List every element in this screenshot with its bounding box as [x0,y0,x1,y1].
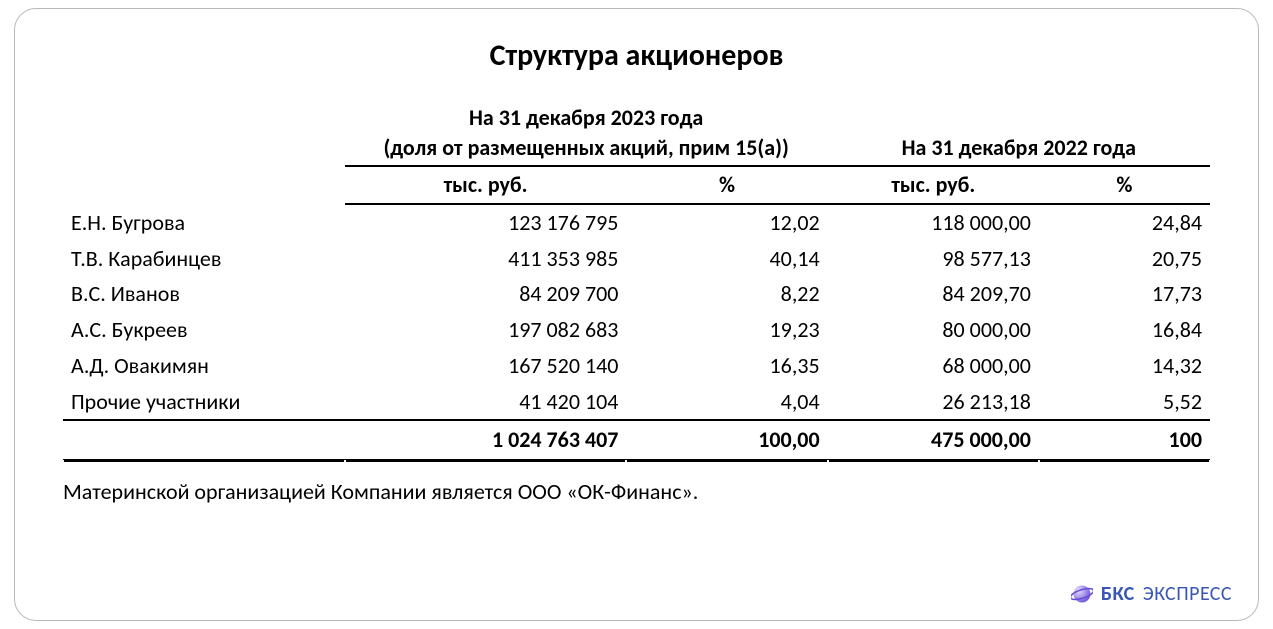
cell-rub-2023: 411 353 985 [345,241,627,277]
brand-badge: БКС ЭКСПРЕСС [1071,582,1232,606]
planet-icon [1071,583,1093,605]
cell-rub-2023: 197 082 683 [345,312,627,348]
cell-pct-2022: 24,84 [1039,204,1210,241]
cell-name: Е.Н. Бугрова [63,204,345,241]
cell-rub-2022: 80 000,00 [828,312,1039,348]
header-group-2022: На 31 декабря 2022 года [828,100,1210,166]
cell-pct-2023: 16,35 [626,348,827,384]
cell-rub-2023: 41 420 104 [345,384,627,421]
cell-name: В.С. Иванов [63,276,345,312]
table-row: Прочие участники 41 420 104 4,04 26 213,… [63,384,1210,421]
cell-rub-2023: 84 209 700 [345,276,627,312]
table-row: В.С. Иванов 84 209 700 8,22 84 209,70 17… [63,276,1210,312]
cell-pct-2023: 4,04 [626,384,827,421]
brand-text-bold: БКС [1101,582,1135,606]
total-pct-2023: 100,00 [626,420,827,459]
total-blank [63,420,345,459]
document-card: Структура акционеров На 31 декабря 2023 … [14,8,1259,621]
cell-rub-2022: 68 000,00 [828,348,1039,384]
table-total-row: 1 024 763 407 100,00 475 000,00 100 [63,420,1210,459]
cell-rub-2023: 167 520 140 [345,348,627,384]
cell-pct-2023: 8,22 [626,276,827,312]
cell-pct-2023: 19,23 [626,312,827,348]
total-rub-2022: 475 000,00 [828,420,1039,459]
cell-pct-2023: 12,02 [626,204,827,241]
header-2023-line1: На 31 декабря 2023 года [469,104,703,131]
cell-pct-2022: 5,52 [1039,384,1210,421]
table-row: Т.В. Карабинцев 411 353 985 40,14 98 577… [63,241,1210,277]
footnote: Материнской организацией Компании являет… [63,478,1210,505]
cell-rub-2022: 118 000,00 [828,204,1039,241]
cell-pct-2023: 40,14 [626,241,827,277]
table-body: Е.Н. Бугрова 123 176 795 12,02 118 000,0… [63,204,1210,459]
cell-pct-2022: 14,32 [1039,348,1210,384]
header-2023-line2: (доля от размещенных акций, прим 15(а)) [383,134,788,161]
cell-pct-2022: 17,73 [1039,276,1210,312]
cell-pct-2022: 20,75 [1039,241,1210,277]
table-row: Е.Н. Бугрова 123 176 795 12,02 118 000,0… [63,204,1210,241]
cell-rub-2022: 84 209,70 [828,276,1039,312]
cell-name: Т.В. Карабинцев [63,241,345,277]
total-rub-2023: 1 024 763 407 [345,420,627,459]
table-row: А.Д. Овакимян 167 520 140 16,35 68 000,0… [63,348,1210,384]
header-group-2023: На 31 декабря 2023 года (доля от размеще… [345,100,828,166]
subheader-rub-2023: тыс. руб. [345,166,627,204]
cell-name: Прочие участники [63,384,345,421]
subheader-rub-2022: тыс. руб. [828,166,1039,204]
brand-text-light: ЭКСПРЕСС [1143,582,1232,606]
cell-name: А.С. Букреев [63,312,345,348]
header-blank [63,100,345,166]
subheader-blank [63,166,345,204]
cell-pct-2022: 16,84 [1039,312,1210,348]
cell-rub-2022: 98 577,13 [828,241,1039,277]
cell-rub-2023: 123 176 795 [345,204,627,241]
page-title: Структура акционеров [63,37,1210,74]
subheader-pct-2022: % [1039,166,1210,204]
cell-name: А.Д. Овакимян [63,348,345,384]
subheader-pct-2023: % [626,166,827,204]
cell-rub-2022: 26 213,18 [828,384,1039,421]
total-pct-2022: 100 [1039,420,1210,459]
shareholders-table: На 31 декабря 2023 года (доля от размеще… [63,100,1210,460]
table-row: А.С. Букреев 197 082 683 19,23 80 000,00… [63,312,1210,348]
